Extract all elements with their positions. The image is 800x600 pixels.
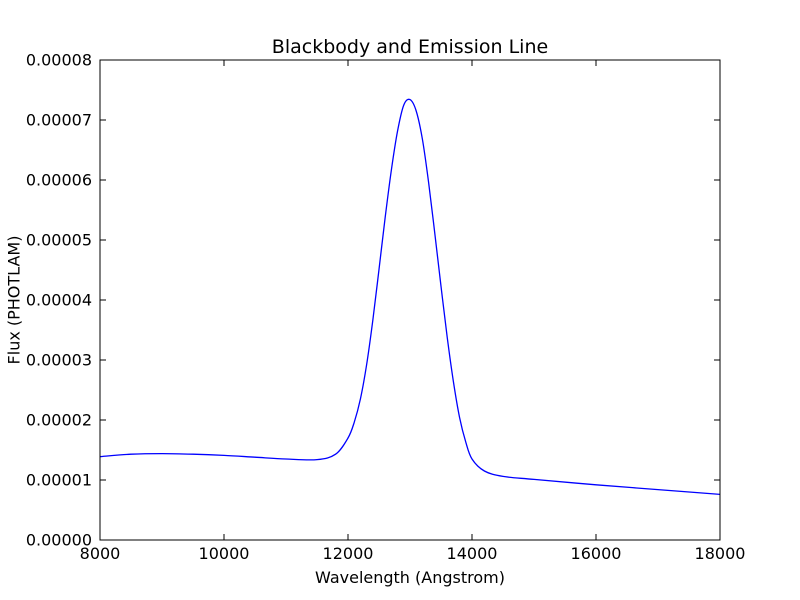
chart-title: Blackbody and Emission Line (272, 36, 548, 58)
y-tick-label: 0.00001 (26, 471, 92, 490)
y-tick-label: 0.00004 (26, 291, 92, 310)
y-tick-label: 0.00005 (26, 231, 92, 250)
x-tick-label: 12000 (323, 544, 374, 563)
series-line (99, 98, 721, 496)
y-axis-label: Flux (PHOTLAM) (5, 236, 24, 365)
y-tick-label: 0.00007 (26, 111, 92, 130)
ticks-layer: 8000 10000 12000 14000 16000 18000 0.00000 0.00… (26, 51, 746, 564)
y-tick-label: 0.00008 (26, 51, 92, 70)
x-tick-label: 18000 (695, 544, 746, 563)
y-tick-label: 0.00003 (26, 351, 92, 370)
plot-frame (99, 59, 721, 541)
y-tick-label: 0.00000 (26, 531, 92, 550)
x-tick-label: 16000 (571, 544, 622, 563)
y-tick-label: 0.00002 (26, 411, 92, 430)
plot-layer (99, 98, 721, 496)
x-tick-label: 10000 (199, 544, 250, 563)
y-tick-label: 0.00006 (26, 171, 92, 190)
x-axis-label: Wavelength (Angstrom) (315, 568, 505, 587)
x-tick-label: 8000 (80, 544, 121, 563)
x-tick-label: 14000 (447, 544, 498, 563)
